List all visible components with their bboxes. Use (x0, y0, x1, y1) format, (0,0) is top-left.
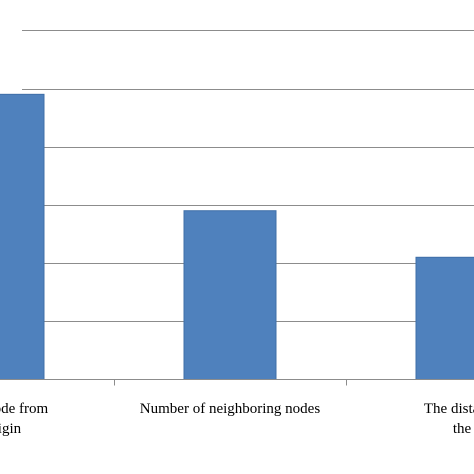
bar (0, 93, 45, 380)
category-label: Number of neighboring nodes (140, 401, 321, 417)
category-label: of the node frome origin (0, 401, 49, 437)
category-label: The distancethe (424, 401, 474, 437)
gridlines (22, 30, 474, 322)
bar (183, 210, 277, 380)
bars (0, 93, 474, 380)
x-axis (0, 379, 474, 386)
category-labels: of the node frome origin Number of neighb… (0, 401, 474, 437)
bar (415, 256, 474, 380)
